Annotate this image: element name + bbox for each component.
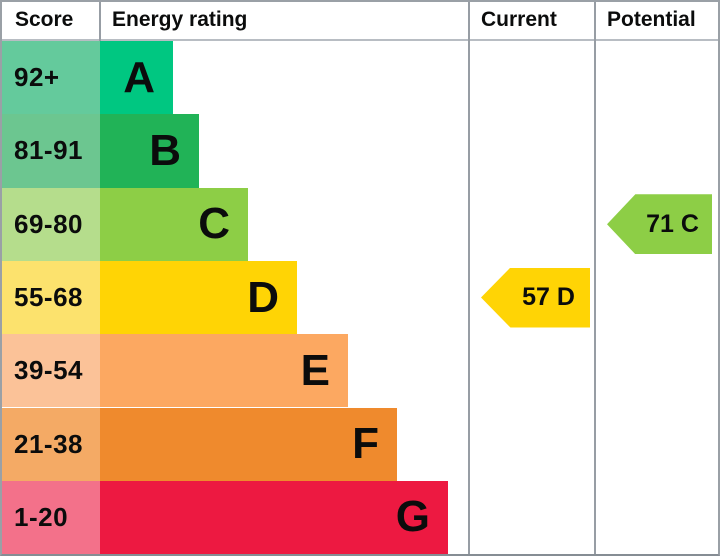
score-range-g: 1-20 — [0, 480, 100, 555]
header-energy-rating: Energy rating — [112, 7, 248, 31]
rating-bar-g: G — [100, 480, 448, 555]
chart-header: Score Energy rating Current Potential — [0, 0, 720, 41]
score-range-e: 39-54 — [0, 334, 100, 408]
score-range-a: 92+ — [0, 41, 100, 115]
band-row-g: 1-20 G — [0, 480, 720, 555]
score-range-c: 69-80 — [0, 187, 100, 261]
rating-bar-b: B — [100, 114, 199, 188]
rating-bar-d: D — [100, 260, 297, 335]
band-row-a: 92+ A — [0, 41, 720, 115]
rating-bar-c: C — [100, 187, 248, 261]
current-rating-label: 57 D — [522, 283, 575, 312]
band-row-e: 39-54 E — [0, 334, 720, 408]
score-range-d: 55-68 — [0, 260, 100, 335]
score-column-divider — [99, 0, 101, 41]
band-row-d: 55-68 D — [0, 260, 720, 335]
score-range-b: 81-91 — [0, 114, 100, 188]
header-current: Current — [481, 7, 557, 31]
rating-bar-e: E — [100, 334, 348, 408]
band-row-c: 69-80 C — [0, 187, 720, 261]
rating-bar-a: A — [100, 41, 173, 115]
band-row-f: 21-38 F — [0, 407, 720, 481]
header-potential: Potential — [607, 7, 696, 31]
score-range-f: 21-38 — [0, 407, 100, 481]
header-score: Score — [15, 7, 74, 31]
current-column-divider — [468, 0, 470, 556]
band-row-b: 81-91 B — [0, 114, 720, 188]
potential-column-divider — [594, 0, 596, 556]
rating-bar-f: F — [100, 407, 397, 481]
potential-rating-label: 71 C — [646, 209, 699, 238]
